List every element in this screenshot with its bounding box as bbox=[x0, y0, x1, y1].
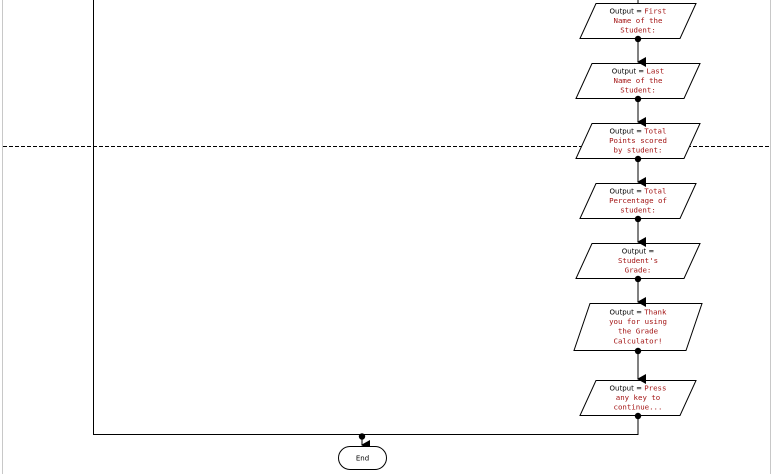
junction-dot bbox=[634, 347, 642, 355]
output-first-line: Output = First bbox=[610, 6, 667, 15]
output-keyword: Output = bbox=[610, 187, 645, 195]
output-parallelogram bbox=[575, 243, 701, 279]
final-connector bbox=[362, 416, 639, 435]
end-label: End bbox=[356, 455, 369, 463]
connectors-layer bbox=[634, 35, 646, 420]
output-value-line: Points scored bbox=[609, 136, 667, 145]
end-terminator[interactable]: End bbox=[338, 446, 387, 470]
junction-dot bbox=[634, 215, 642, 223]
end-junction-dot bbox=[358, 433, 366, 440]
end-terminator-shape bbox=[338, 446, 387, 470]
output-value-line: Grade: bbox=[625, 266, 652, 275]
output-parallelogram bbox=[579, 183, 697, 219]
output-value-line: continue... bbox=[614, 403, 663, 412]
output-keyword: Output = bbox=[610, 309, 645, 317]
output-keyword: Output = bbox=[612, 67, 647, 75]
output-parallelogram bbox=[579, 380, 697, 416]
output-value-line: Name of the bbox=[614, 76, 663, 85]
output-parallelogram bbox=[575, 123, 701, 159]
output-first-line: Output = Thank bbox=[610, 308, 667, 317]
output-value-line: you for using bbox=[609, 317, 667, 326]
junction-dot bbox=[634, 95, 642, 103]
output-value-line: Calculator! bbox=[614, 336, 663, 345]
loop-back-connector bbox=[93, 0, 362, 435]
output-first-line: Output = Total bbox=[610, 186, 667, 195]
output-value-line: Name of the bbox=[614, 16, 663, 25]
output-value-line: the Grade bbox=[618, 327, 659, 336]
output-parallelogram bbox=[573, 303, 703, 351]
output-first-line: Output = bbox=[622, 247, 655, 255]
junction-dot bbox=[634, 275, 642, 283]
output-value-line: Student: bbox=[620, 26, 656, 35]
junction-dot bbox=[634, 35, 642, 43]
output-keyword: Output = bbox=[610, 7, 645, 15]
output-value-line: Percentage of bbox=[609, 196, 667, 205]
output-parallelogram bbox=[579, 3, 697, 39]
output-value-line: Student: bbox=[620, 86, 656, 95]
output-value-line: by student: bbox=[614, 146, 663, 155]
output-value-first: Last bbox=[646, 66, 664, 75]
output-parallelogram bbox=[575, 63, 701, 99]
output-value-first: Total bbox=[644, 126, 666, 135]
output-value-first: Total bbox=[644, 186, 666, 195]
output-keyword: Output = bbox=[622, 247, 655, 255]
output-first-line: Output = Last bbox=[612, 66, 664, 75]
output-first-line: Output = Total bbox=[610, 126, 667, 135]
output-value-first: Thank bbox=[644, 308, 667, 317]
output-value-line: Student's bbox=[618, 256, 658, 265]
output-value-line: any key to bbox=[616, 393, 661, 402]
output-keyword: Output = bbox=[610, 384, 645, 392]
output-keyword: Output = bbox=[610, 127, 645, 135]
output-value-first: Press bbox=[644, 383, 666, 392]
output-value-first: First bbox=[644, 6, 666, 15]
output-first-line: Output = Press bbox=[610, 383, 667, 392]
output-value-line: student: bbox=[620, 206, 656, 215]
junction-dot bbox=[634, 155, 642, 163]
